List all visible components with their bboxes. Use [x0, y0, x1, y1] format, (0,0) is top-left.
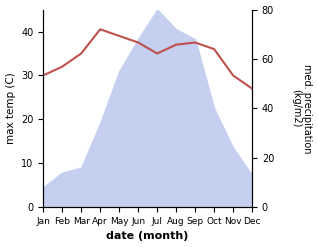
Y-axis label: med. precipitation
(kg/m2): med. precipitation (kg/m2) — [291, 64, 313, 153]
X-axis label: date (month): date (month) — [107, 231, 189, 242]
Y-axis label: max temp (C): max temp (C) — [5, 72, 16, 144]
